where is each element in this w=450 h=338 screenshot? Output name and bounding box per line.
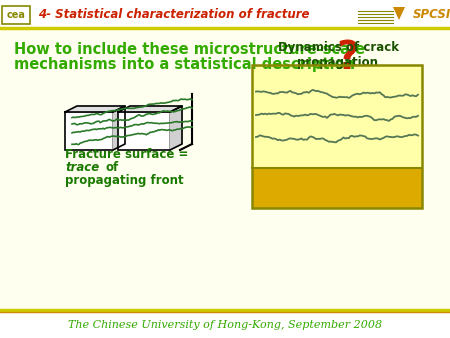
- Bar: [252, 65, 422, 208]
- Text: The Chinese University of Hong-Kong, September 2008: The Chinese University of Hong-Kong, Sep…: [68, 320, 382, 330]
- Bar: [252, 168, 422, 208]
- Polygon shape: [393, 7, 405, 20]
- Bar: [252, 65, 422, 168]
- Text: 4- Statistical characterization of fracture: 4- Statistical characterization of fract…: [38, 7, 310, 21]
- Text: propagating front: propagating front: [65, 174, 184, 187]
- Text: cea: cea: [7, 10, 26, 20]
- Polygon shape: [65, 106, 125, 112]
- Text: Dynamics of crack
propagation: Dynamics of crack propagation: [278, 41, 399, 69]
- Bar: [65, 112, 113, 150]
- Text: ?: ?: [337, 39, 359, 77]
- Bar: [118, 112, 170, 150]
- Text: SPCSI: SPCSI: [413, 8, 450, 22]
- Text: of: of: [105, 161, 118, 174]
- Polygon shape: [118, 106, 182, 112]
- Bar: [0, 0, 450, 28]
- Bar: [2, 6, 30, 24]
- Polygon shape: [170, 106, 182, 150]
- Text: How to include these microstructure-scale: How to include these microstructure-scal…: [14, 42, 365, 56]
- Polygon shape: [113, 106, 125, 150]
- Text: trace: trace: [65, 161, 99, 174]
- Bar: [0, 310, 450, 338]
- Text: mechanisms into a statistical description: mechanisms into a statistical descriptio…: [14, 56, 355, 72]
- Text: Fracture surface =: Fracture surface =: [65, 148, 189, 161]
